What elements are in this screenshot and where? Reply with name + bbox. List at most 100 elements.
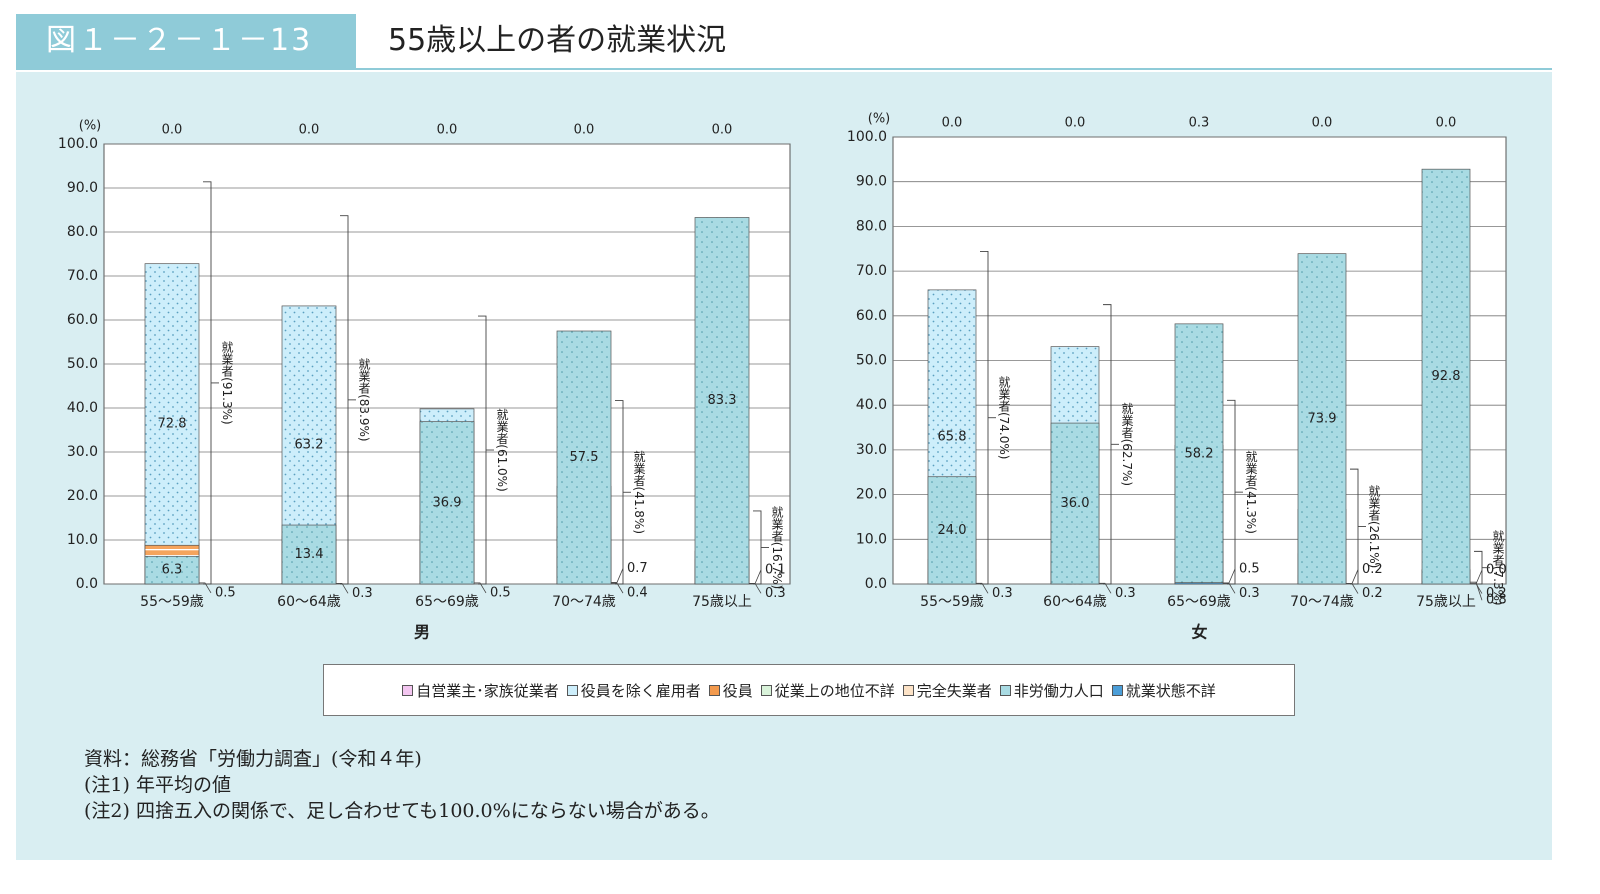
note-line-2: (注2) 四捨五入の関係で、足し合わせても100.0%にならない場合がある。 [84, 800, 720, 822]
note-line-1: (注1) 年平均の値 [84, 774, 231, 796]
data-label: 0.2 [1362, 562, 1383, 577]
data-label: 0.0 [1312, 116, 1333, 131]
legend-item-unemployed: 完全失業者 [902, 680, 992, 701]
legend-swatch [566, 684, 578, 696]
y-tick-label: 100.0 [58, 136, 98, 152]
employed-total-label: 就業者(41.8%) [632, 450, 646, 534]
data-label: 0.3 [765, 586, 786, 601]
data-label: 0.5 [490, 585, 511, 600]
employed-total-label: 就業者(16.7%) [770, 505, 784, 589]
data-label: 0.0 [942, 116, 963, 131]
figure-title: 55歳以上の者の就業状況 [388, 23, 727, 58]
y-tick-label: 40.0 [67, 400, 98, 416]
bar-segment [1174, 582, 1224, 585]
legend-item-employee: 役員を除く雇用者 [566, 680, 701, 701]
legend-swatch [902, 684, 914, 696]
leader-line [336, 582, 349, 594]
legend-item-not-in-labor-force: 非労働力人口 [999, 680, 1104, 701]
legend-label: 役員 [722, 681, 753, 700]
data-label: 0.3 [1115, 586, 1136, 601]
source-line: 資料：総務省「労働力調査」(令和４年) [84, 748, 422, 770]
data-label: 72.8 [158, 416, 187, 431]
leader-line [611, 568, 624, 583]
chart-male: 0.0 10.0 20.0 30.0 40.0 50.0 60.0 70.0 80.0 90.0 1… [58, 119, 791, 642]
employed-total-label: 就業者(74.0%) [997, 376, 1011, 460]
legend-swatch [708, 684, 720, 696]
legend-label: 役員を除く雇用者 [580, 681, 701, 700]
data-label: 83.3 [708, 393, 737, 408]
data-label: 0.0 [299, 123, 320, 138]
y-tick-label: 80.0 [856, 218, 887, 234]
title-bar: 図１－２－１－13 55歳以上の者の就業状況 [16, 14, 1552, 70]
bar-segment [144, 263, 200, 585]
data-label: 0.0 [437, 123, 458, 138]
employed-total-label: 就業者(41.3%) [1244, 450, 1258, 534]
y-tick-label: 60.0 [856, 308, 887, 324]
y-tick-label: 90.0 [856, 174, 887, 190]
data-label: 0.8 [1486, 593, 1507, 608]
bar-segment [927, 476, 977, 585]
data-label: 36.0 [1061, 496, 1090, 511]
data-label: 58.2 [1185, 446, 1214, 461]
data-label: 24.0 [938, 523, 967, 538]
bar-segment [556, 330, 612, 585]
y-tick-label: 50.0 [67, 356, 98, 372]
data-label: 0.3 [992, 586, 1013, 601]
employed-total-label: 就業者(7.3%) [1491, 529, 1505, 605]
data-label: 0.1 [765, 562, 786, 577]
legend-label: 就業状態不詳 [1125, 681, 1216, 700]
y-tick-label: 80.0 [67, 224, 98, 240]
y-tick-label: 60.0 [67, 312, 98, 328]
chart-title: 男 [414, 623, 430, 642]
legend-swatch [402, 684, 414, 696]
data-label: 0.3 [352, 586, 373, 601]
data-label: 0.0 [712, 123, 733, 138]
leader-line [976, 582, 989, 594]
legend-swatch [760, 684, 772, 696]
bar-segment [1050, 422, 1100, 585]
employed-total-label: 就業者(26.1%) [1367, 484, 1381, 568]
leader-line [1223, 568, 1236, 584]
data-label: 0.0 [1065, 116, 1086, 131]
data-label: 0.0 [574, 123, 595, 138]
x-tick-label: 60～64歳 [1043, 594, 1107, 610]
employed-total-label: 就業者(62.7%) [1120, 402, 1134, 486]
data-label: 0.0 [162, 123, 183, 138]
x-tick-label: 65～69歳 [415, 594, 479, 610]
leader-line [1470, 583, 1483, 594]
y-tick-label: 90.0 [67, 180, 98, 196]
data-label: 65.8 [938, 429, 967, 444]
legend-item-status-unknown: 従業上の地位不詳 [760, 680, 895, 701]
x-tick-label: 75歳以上 [692, 594, 752, 610]
bar-segment [1174, 323, 1224, 585]
data-label: 0.0 [1486, 563, 1507, 578]
chart-title: 女 [1191, 623, 1207, 642]
x-tick-label: 65～69歳 [1167, 594, 1231, 610]
data-label: 6.3 [162, 563, 183, 578]
legend-swatch [999, 684, 1011, 696]
chart-female: 0.0 10.0 20.0 30.0 40.0 50.0 60.0 70.0 80.0 90.0 1… [847, 112, 1507, 642]
leader-line [474, 582, 487, 594]
data-label: 0.5 [1239, 561, 1260, 576]
employed-total-label: 就業者(61.0%) [495, 408, 509, 492]
x-tick-label: 55～59歳 [920, 594, 984, 610]
y-tick-label: 0.0 [76, 576, 98, 592]
bar-segment [281, 524, 337, 585]
bar-segment [1421, 168, 1471, 585]
x-tick-label: 55～59歳 [140, 594, 204, 610]
x-tick-label: 70～74歳 [1290, 594, 1354, 610]
y-tick-label: 30.0 [856, 442, 887, 458]
y-axis-unit: (%) [868, 112, 891, 127]
bar-segment [1297, 253, 1347, 585]
y-tick-label: 50.0 [856, 353, 887, 369]
data-label: 0.3 [1239, 586, 1260, 601]
